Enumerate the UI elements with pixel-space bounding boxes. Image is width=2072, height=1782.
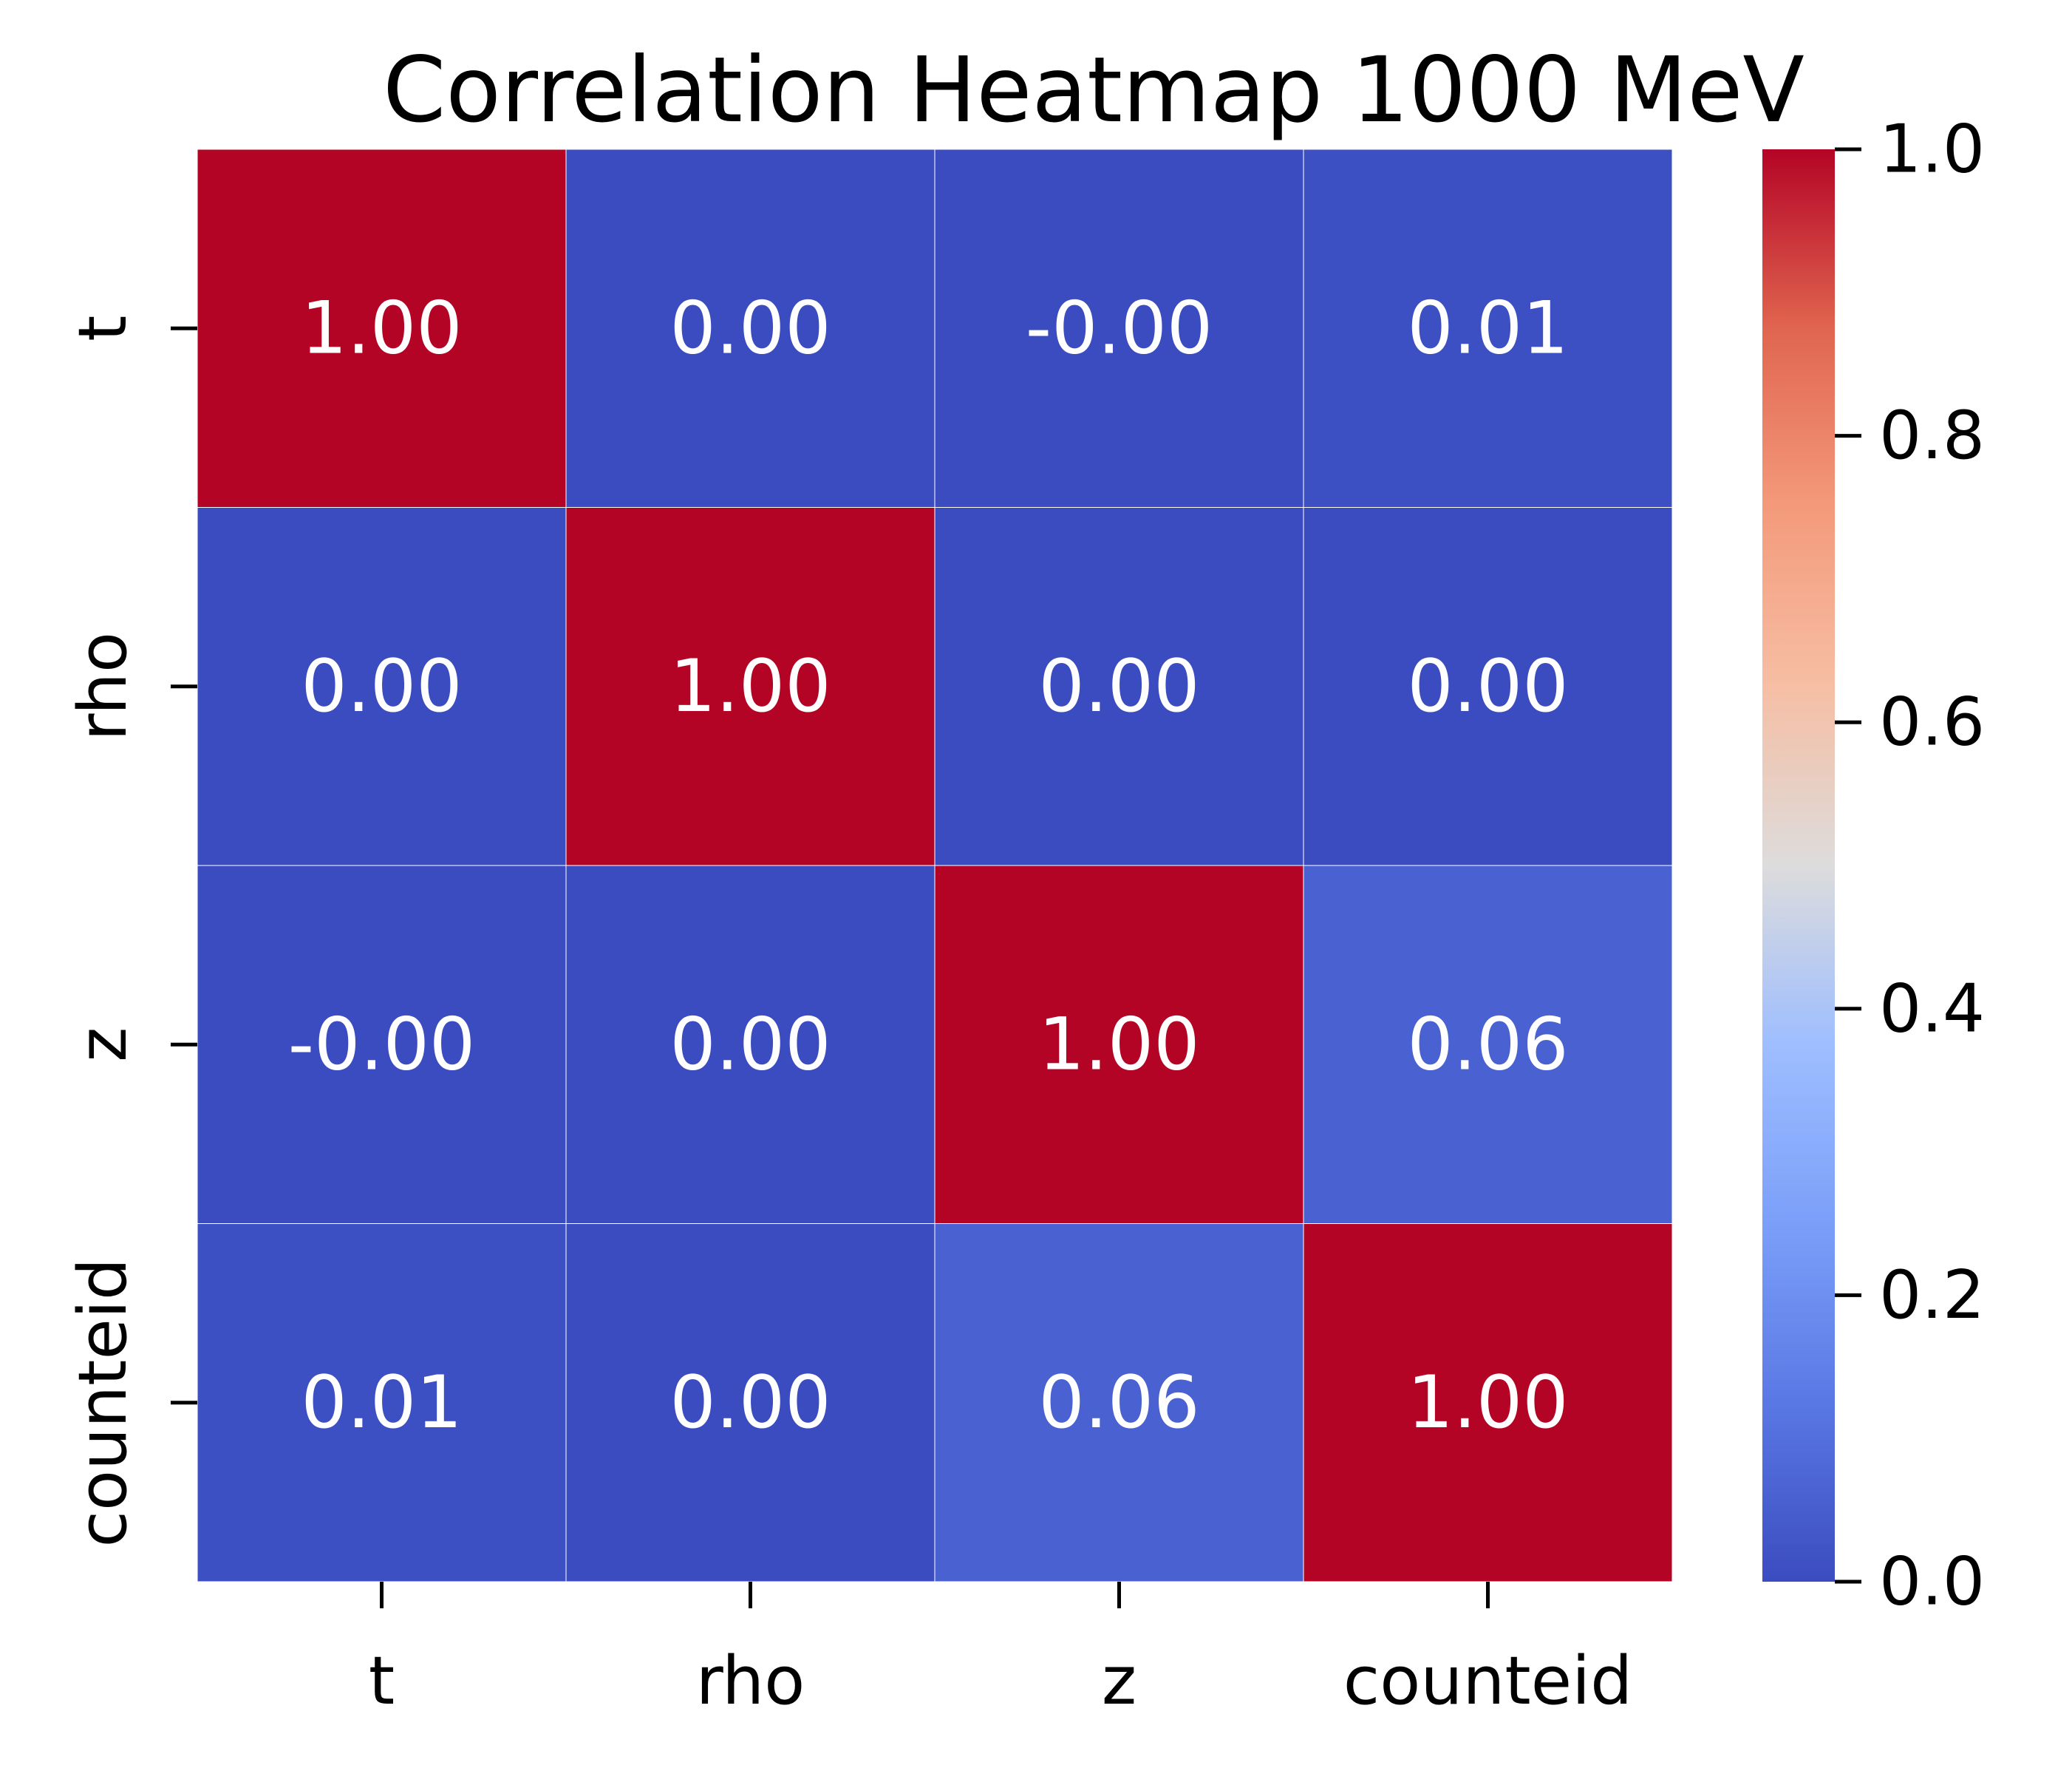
y-axis: t rho z counteid [64,316,197,1547]
heatmap-cells [197,149,1673,1582]
heatmap-cell [1303,865,1673,1224]
heatmap-cell [934,507,1304,866]
colorbar-tick-label: 0.2 [1879,1256,1985,1334]
y-tick-label: z [64,1027,142,1062]
colorbar-tick-label: 0.0 [1879,1543,1985,1621]
y-tick-label: counteid [64,1258,142,1547]
colorbar-tick-label: 0.6 [1879,684,1985,761]
cell-value-label: 0.01 [301,1361,462,1445]
x-tick-label: rho [696,1642,805,1720]
x-tick-label: t [369,1642,395,1720]
colorbar-tick-label: 0.4 [1879,970,1985,1047]
cell-value-label: 0.01 [1407,286,1568,370]
heatmap-cell [197,1223,567,1582]
y-tick-label: t [64,316,142,341]
heatmap-cell [565,1223,936,1582]
heatmap-cell [1303,149,1673,508]
colorbar-tick-label: 0.8 [1879,397,1985,475]
heatmap-cell [565,507,936,866]
heatmap-cell [197,149,567,508]
x-tick-label: z [1102,1642,1136,1720]
heatmap-cell [934,1223,1304,1582]
heatmap-cell [1303,1223,1673,1582]
cell-value-label: -0.00 [1026,286,1213,370]
cell-value-label: 1.00 [669,645,831,729]
cell-annotations: 1.00 0.00 -0.00 0.01 0.00 1.00 0.00 0.00 -0.00 0.… [288,286,1569,1445]
cell-value-label: 0.00 [669,286,831,370]
colorbar-tick-label: 1.0 [1879,111,1985,188]
colorbar-gradient [1762,149,1835,1582]
heatmap-cell [565,865,936,1224]
cell-value-label: 1.00 [1038,1002,1199,1086]
heatmap-cell [565,149,936,508]
y-tick-label: rho [64,632,142,741]
cell-value-label: 0.00 [1407,645,1568,729]
heatmap-cell [934,149,1304,508]
colorbar-ticks: 0.0 0.2 0.4 0.6 0.8 1.0 [1835,111,1985,1621]
x-axis: t rho z counteid [369,1582,1632,1720]
heatmap-cell [197,507,567,866]
cell-value-label: 0.00 [669,1361,831,1445]
x-tick-label: counteid [1343,1642,1632,1720]
cell-value-label: 0.06 [1407,1002,1568,1086]
cell-value-label: 1.00 [301,286,462,370]
chart-title: Correlation Heatmap 1000 MeV [383,38,1805,143]
colorbar [1762,149,1835,1582]
cell-value-label: -0.00 [288,1002,476,1086]
cell-value-label: 0.00 [669,1002,831,1086]
heatmap-cell [1303,507,1673,866]
cell-value-label: 1.00 [1407,1361,1568,1445]
cell-value-label: 0.00 [301,645,462,729]
cell-value-label: 0.00 [1038,645,1199,729]
cell-value-label: 0.06 [1038,1361,1199,1445]
